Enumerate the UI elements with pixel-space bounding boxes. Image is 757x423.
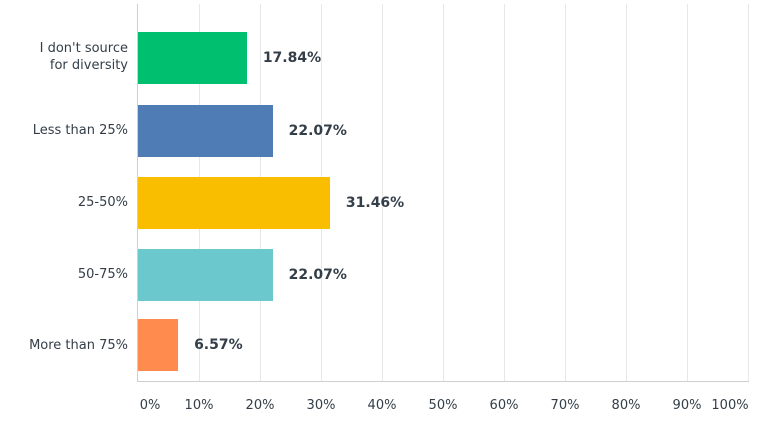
bar[interactable] bbox=[138, 32, 247, 84]
gridline bbox=[565, 4, 566, 382]
bar[interactable] bbox=[138, 319, 179, 371]
x-axis-line bbox=[137, 381, 749, 382]
x-tick-label: 50% bbox=[428, 398, 458, 413]
category-label-line: for diversity bbox=[49, 58, 128, 73]
gridline bbox=[748, 4, 749, 382]
x-tick-label: 80% bbox=[611, 398, 641, 413]
gridline bbox=[382, 4, 383, 382]
value-label: 31.46% bbox=[345, 195, 405, 211]
x-tick-label: 0% bbox=[139, 398, 161, 413]
category-label: 50-75% bbox=[77, 267, 128, 282]
y-axis-line bbox=[137, 4, 138, 382]
x-tick-label: 40% bbox=[367, 398, 397, 413]
gridline bbox=[687, 4, 688, 382]
value-label: 22.07% bbox=[288, 267, 347, 283]
gridline bbox=[504, 4, 505, 382]
category-label: Less than 25% bbox=[32, 123, 128, 138]
category-label: More than 75% bbox=[29, 338, 128, 353]
gridline bbox=[626, 4, 627, 382]
x-tick-label: 90% bbox=[672, 398, 702, 413]
bar[interactable] bbox=[138, 177, 330, 229]
category-label: I don't source for diversity bbox=[0, 40, 128, 74]
x-tick-label: 30% bbox=[306, 398, 336, 413]
value-label: 17.84% bbox=[262, 50, 322, 66]
category-label-line: I don't source bbox=[39, 41, 128, 56]
bar[interactable] bbox=[138, 249, 273, 301]
plot-area: 17.84% 22.07% 31.46% 22.07% 6.57% bbox=[138, 0, 749, 382]
x-tick-label: 100% bbox=[711, 398, 749, 413]
category-label: 25-50% bbox=[77, 195, 128, 210]
bar[interactable] bbox=[138, 105, 273, 157]
x-tick-label: 60% bbox=[489, 398, 519, 413]
x-tick-label: 20% bbox=[245, 398, 275, 413]
value-label: 22.07% bbox=[288, 123, 347, 139]
gridline bbox=[443, 4, 444, 382]
value-label: 6.57% bbox=[194, 337, 243, 353]
x-tick-label: 10% bbox=[184, 398, 214, 413]
x-tick-label: 70% bbox=[550, 398, 580, 413]
